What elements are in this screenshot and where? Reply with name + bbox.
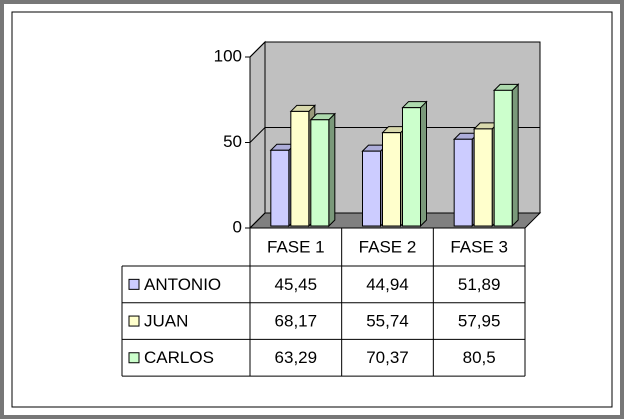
legend-swatch — [128, 315, 140, 327]
bar — [473, 128, 493, 227]
x-tick-label: FASE 3 — [450, 237, 508, 256]
legend-label: CARLOS — [144, 348, 214, 367]
bar — [290, 110, 310, 227]
data-label: 70,37 — [366, 348, 409, 367]
bar — [453, 138, 473, 227]
data-label: 44,94 — [366, 275, 409, 294]
grid-line — [249, 127, 540, 143]
legend-label: JUAN — [144, 312, 188, 331]
bar-side — [420, 100, 427, 228]
y-tick-label: 100 — [214, 46, 242, 65]
data-label: 55,74 — [366, 312, 409, 331]
data-label: 80,5 — [463, 348, 496, 367]
data-label: 57,95 — [458, 312, 501, 331]
legend-swatch — [128, 352, 140, 364]
legend-swatch — [128, 278, 140, 290]
bar — [402, 107, 421, 227]
grid-line — [249, 41, 540, 58]
x-tick-label: FASE 1 — [267, 237, 325, 256]
bar — [362, 150, 381, 227]
bar-side — [328, 112, 336, 228]
y-tick-label: 50 — [223, 132, 242, 151]
legend-label: ANTONIO — [144, 275, 221, 294]
data-label: 63,29 — [275, 348, 318, 367]
bar — [382, 132, 401, 227]
bar — [493, 89, 513, 227]
bar-side — [511, 83, 519, 228]
data-label: 51,89 — [458, 275, 501, 294]
x-tick-label: FASE 2 — [359, 237, 417, 256]
bar — [310, 119, 330, 227]
bar — [270, 149, 290, 227]
y-tick-label: 0 — [233, 217, 242, 236]
data-label: 68,17 — [275, 312, 318, 331]
grid-line — [249, 212, 540, 229]
data-label: 45,45 — [275, 275, 318, 294]
